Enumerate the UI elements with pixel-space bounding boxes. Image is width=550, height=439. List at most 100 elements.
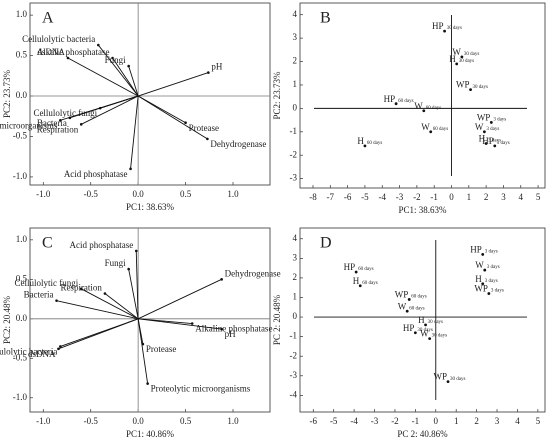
point-note: 60 days xyxy=(426,106,441,111)
x-tick-label: 0.0 xyxy=(133,416,145,426)
arrow-tip xyxy=(207,71,210,74)
point-note: 3 days xyxy=(488,139,501,144)
loading-arrow xyxy=(128,268,139,319)
arrow-tip xyxy=(220,278,223,281)
point-name: HP xyxy=(432,21,444,31)
loading-arrow xyxy=(97,44,139,97)
point-name: W xyxy=(421,122,430,132)
score-point xyxy=(481,282,485,286)
score-point xyxy=(487,292,491,295)
y-tick-label: -0.5 xyxy=(13,131,28,141)
y-tick-label: 0.0 xyxy=(16,313,28,323)
point-name: W xyxy=(414,101,423,111)
x-tick-label: 4 xyxy=(519,192,524,202)
score-point xyxy=(489,121,493,124)
arrow-tip xyxy=(134,249,138,253)
point-note: 30 days xyxy=(428,320,443,325)
loading-label: Dehydrogenase xyxy=(225,268,281,278)
y-tick-label: 4 xyxy=(293,233,298,243)
score-point xyxy=(422,109,426,113)
score-point xyxy=(428,337,432,340)
point-note: 30 days xyxy=(417,328,432,333)
plot-frame xyxy=(29,227,271,413)
y-tick-label: 1 xyxy=(293,292,298,302)
arrow-tip xyxy=(59,118,62,122)
point-name: WP xyxy=(477,112,491,122)
x-tick-label: 3 xyxy=(501,192,506,202)
x-tick-label: 2 xyxy=(484,192,489,202)
arrow-tip xyxy=(111,56,114,60)
loading-arrow xyxy=(130,95,139,169)
y-tick-label: 1 xyxy=(293,79,298,89)
x-tick-label: 5 xyxy=(536,416,541,426)
loading-label: Fungi xyxy=(105,258,127,268)
loading-arrow xyxy=(137,95,208,140)
point-note: 60 days xyxy=(433,127,448,132)
score-point xyxy=(493,144,497,148)
arrow-tip xyxy=(103,292,107,295)
y-tick-label: 0.5 xyxy=(16,50,28,60)
loading-arrow xyxy=(135,250,139,319)
loading-label: Alkalic phosphatase xyxy=(37,47,110,57)
x-tick-label: 0 xyxy=(434,416,439,426)
y-tick-label: 0.5 xyxy=(16,273,28,283)
score-point xyxy=(455,62,459,66)
score-point xyxy=(469,88,472,92)
x-tick-label: -8 xyxy=(309,192,317,202)
score-point xyxy=(481,253,485,256)
plot-frame xyxy=(299,227,546,413)
arrow-tip xyxy=(57,347,60,351)
point-note: 30 days xyxy=(447,26,462,31)
y-axis-label: PC2: 23.73% xyxy=(272,71,282,120)
loading-arrow xyxy=(104,293,139,320)
score-point xyxy=(424,323,427,327)
y-tick-label: -1.0 xyxy=(13,392,28,402)
point-note: 3 days xyxy=(486,127,499,132)
point-note: 3 days xyxy=(493,118,506,123)
x-tick-label: 1.0 xyxy=(227,416,239,426)
x-tick-label: -3 xyxy=(396,192,404,202)
point-note: 3 days xyxy=(491,289,504,294)
y-tick-label: 2 xyxy=(293,56,298,66)
x-tick-label: 1 xyxy=(454,416,459,426)
loading-label: Acid phosphatase xyxy=(64,169,128,179)
y-tick-label: 1.0 xyxy=(16,9,28,19)
loading-arrow xyxy=(81,288,139,320)
loading-label: Protease xyxy=(146,344,177,354)
y-axis-label: PC2: 23.73% xyxy=(2,69,12,118)
loading-label: Bacteria xyxy=(24,290,54,300)
panel-letter: C xyxy=(42,235,53,252)
loading-arrow xyxy=(137,72,209,97)
loading-arrow xyxy=(67,57,139,97)
point-name: W xyxy=(475,122,484,132)
panel-letter: A xyxy=(42,10,54,27)
score-point xyxy=(460,55,464,59)
y-tick-label: -3 xyxy=(290,370,298,380)
x-tick-label: 1 xyxy=(467,192,472,202)
score-point xyxy=(358,284,362,288)
point-name: WP xyxy=(434,372,448,382)
arrow-tip xyxy=(127,64,130,68)
x-tick-label: 2 xyxy=(474,416,479,426)
score-point xyxy=(443,29,446,33)
point-note: 60 days xyxy=(362,281,377,286)
score-point xyxy=(394,102,398,106)
arrow-tip xyxy=(55,299,58,302)
x-tick-label: -3 xyxy=(371,416,379,426)
panel-letter: D xyxy=(320,235,332,252)
x-tick-label: 4 xyxy=(515,416,520,426)
point-name: W xyxy=(398,301,407,311)
y-axis-label: PC2: 20.48% xyxy=(2,295,12,344)
loading-arrow xyxy=(128,65,139,97)
point-name: HP xyxy=(470,244,482,254)
x-tick-label: 0 xyxy=(449,192,454,202)
x-axis-label: PC1: 38.63% xyxy=(398,205,447,215)
point-name: W xyxy=(452,47,461,57)
arrow-tip xyxy=(97,43,100,47)
x-tick-label: 5 xyxy=(536,192,541,202)
score-point xyxy=(354,270,358,274)
point-name: HP xyxy=(403,323,415,333)
point-note: 60 days xyxy=(409,306,424,311)
point-name: WP xyxy=(456,80,470,90)
